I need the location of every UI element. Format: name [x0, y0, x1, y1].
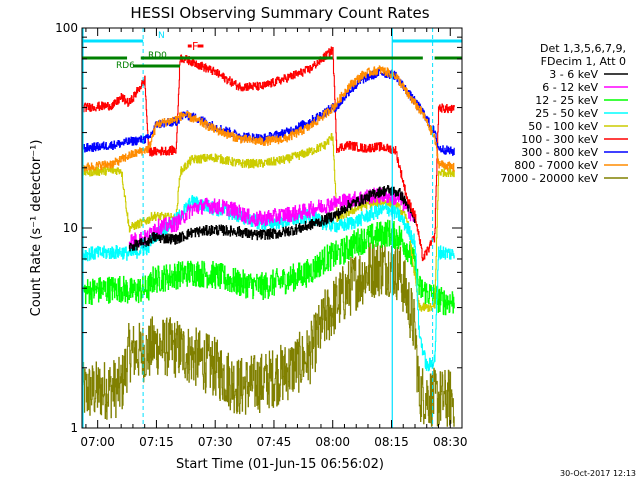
- legend-header-0: Det 1,3,5,6,7,9,: [540, 42, 626, 55]
- y-tick-label-1: 10: [63, 221, 78, 235]
- y-axis-label: Count Rate (s⁻¹ detector⁻¹): [29, 140, 44, 317]
- legend: Det 1,3,5,6,7,9,FDecim 1, Att 03 - 6 keV…: [500, 42, 628, 185]
- legend-label-8: 7000 - 20000 keV: [500, 172, 598, 185]
- series-line-1: [128, 187, 416, 250]
- y-tick-label-0: 1: [70, 421, 78, 435]
- state-bar-label-n: N: [158, 31, 165, 41]
- x-tick-label-5: 08:15: [374, 435, 409, 449]
- x-axis-ticks: 07:00 07:15 07:30 07:45 08:00 08:15 08:30: [80, 28, 468, 449]
- x-tick-label-6: 08:30: [433, 435, 468, 449]
- x-tick-label-4: 08:00: [315, 435, 350, 449]
- legend-label-4: 50 - 100 keV: [528, 120, 598, 133]
- state-bar-label-rd6: RD6: [116, 61, 135, 71]
- legend-label-1: 6 - 12 keV: [542, 81, 598, 94]
- y-axis-ticks: 1 10 100: [55, 21, 462, 435]
- x-tick-label-0: 07:00: [80, 435, 115, 449]
- x-tick-label-2: 07:30: [198, 435, 233, 449]
- footer-date: 30-Oct-2017 12:13: [560, 469, 636, 478]
- legend-label-6: 300 - 800 keV: [521, 146, 598, 159]
- y-tick-label-2: 100: [55, 21, 78, 35]
- series-line-0: [128, 184, 416, 252]
- x-tick-label-3: 07:45: [257, 435, 292, 449]
- legend-label-2: 12 - 25 keV: [535, 94, 598, 107]
- legend-label-5: 100 - 300 keV: [521, 133, 598, 146]
- legend-label-3: 25 - 50 keV: [535, 107, 598, 120]
- x-tick-label-1: 07:15: [139, 435, 174, 449]
- chart-title: HESSI Observing Summary Count Rates: [130, 4, 429, 22]
- x-axis-label: Start Time (01-Jun-15 06:56:02): [176, 457, 384, 472]
- legend-label-0: 3 - 6 keV: [549, 68, 598, 81]
- state-bar-label-rd0: RD0: [148, 51, 167, 61]
- legend-header-1: FDecim 1, Att 0: [541, 55, 626, 68]
- state-bar-label-f: F: [192, 40, 198, 53]
- legend-label-7: 800 - 7000 keV: [514, 159, 598, 172]
- plot-area: N RD0 RD6 F: [81, 27, 463, 429]
- series-line-8: [81, 242, 455, 427]
